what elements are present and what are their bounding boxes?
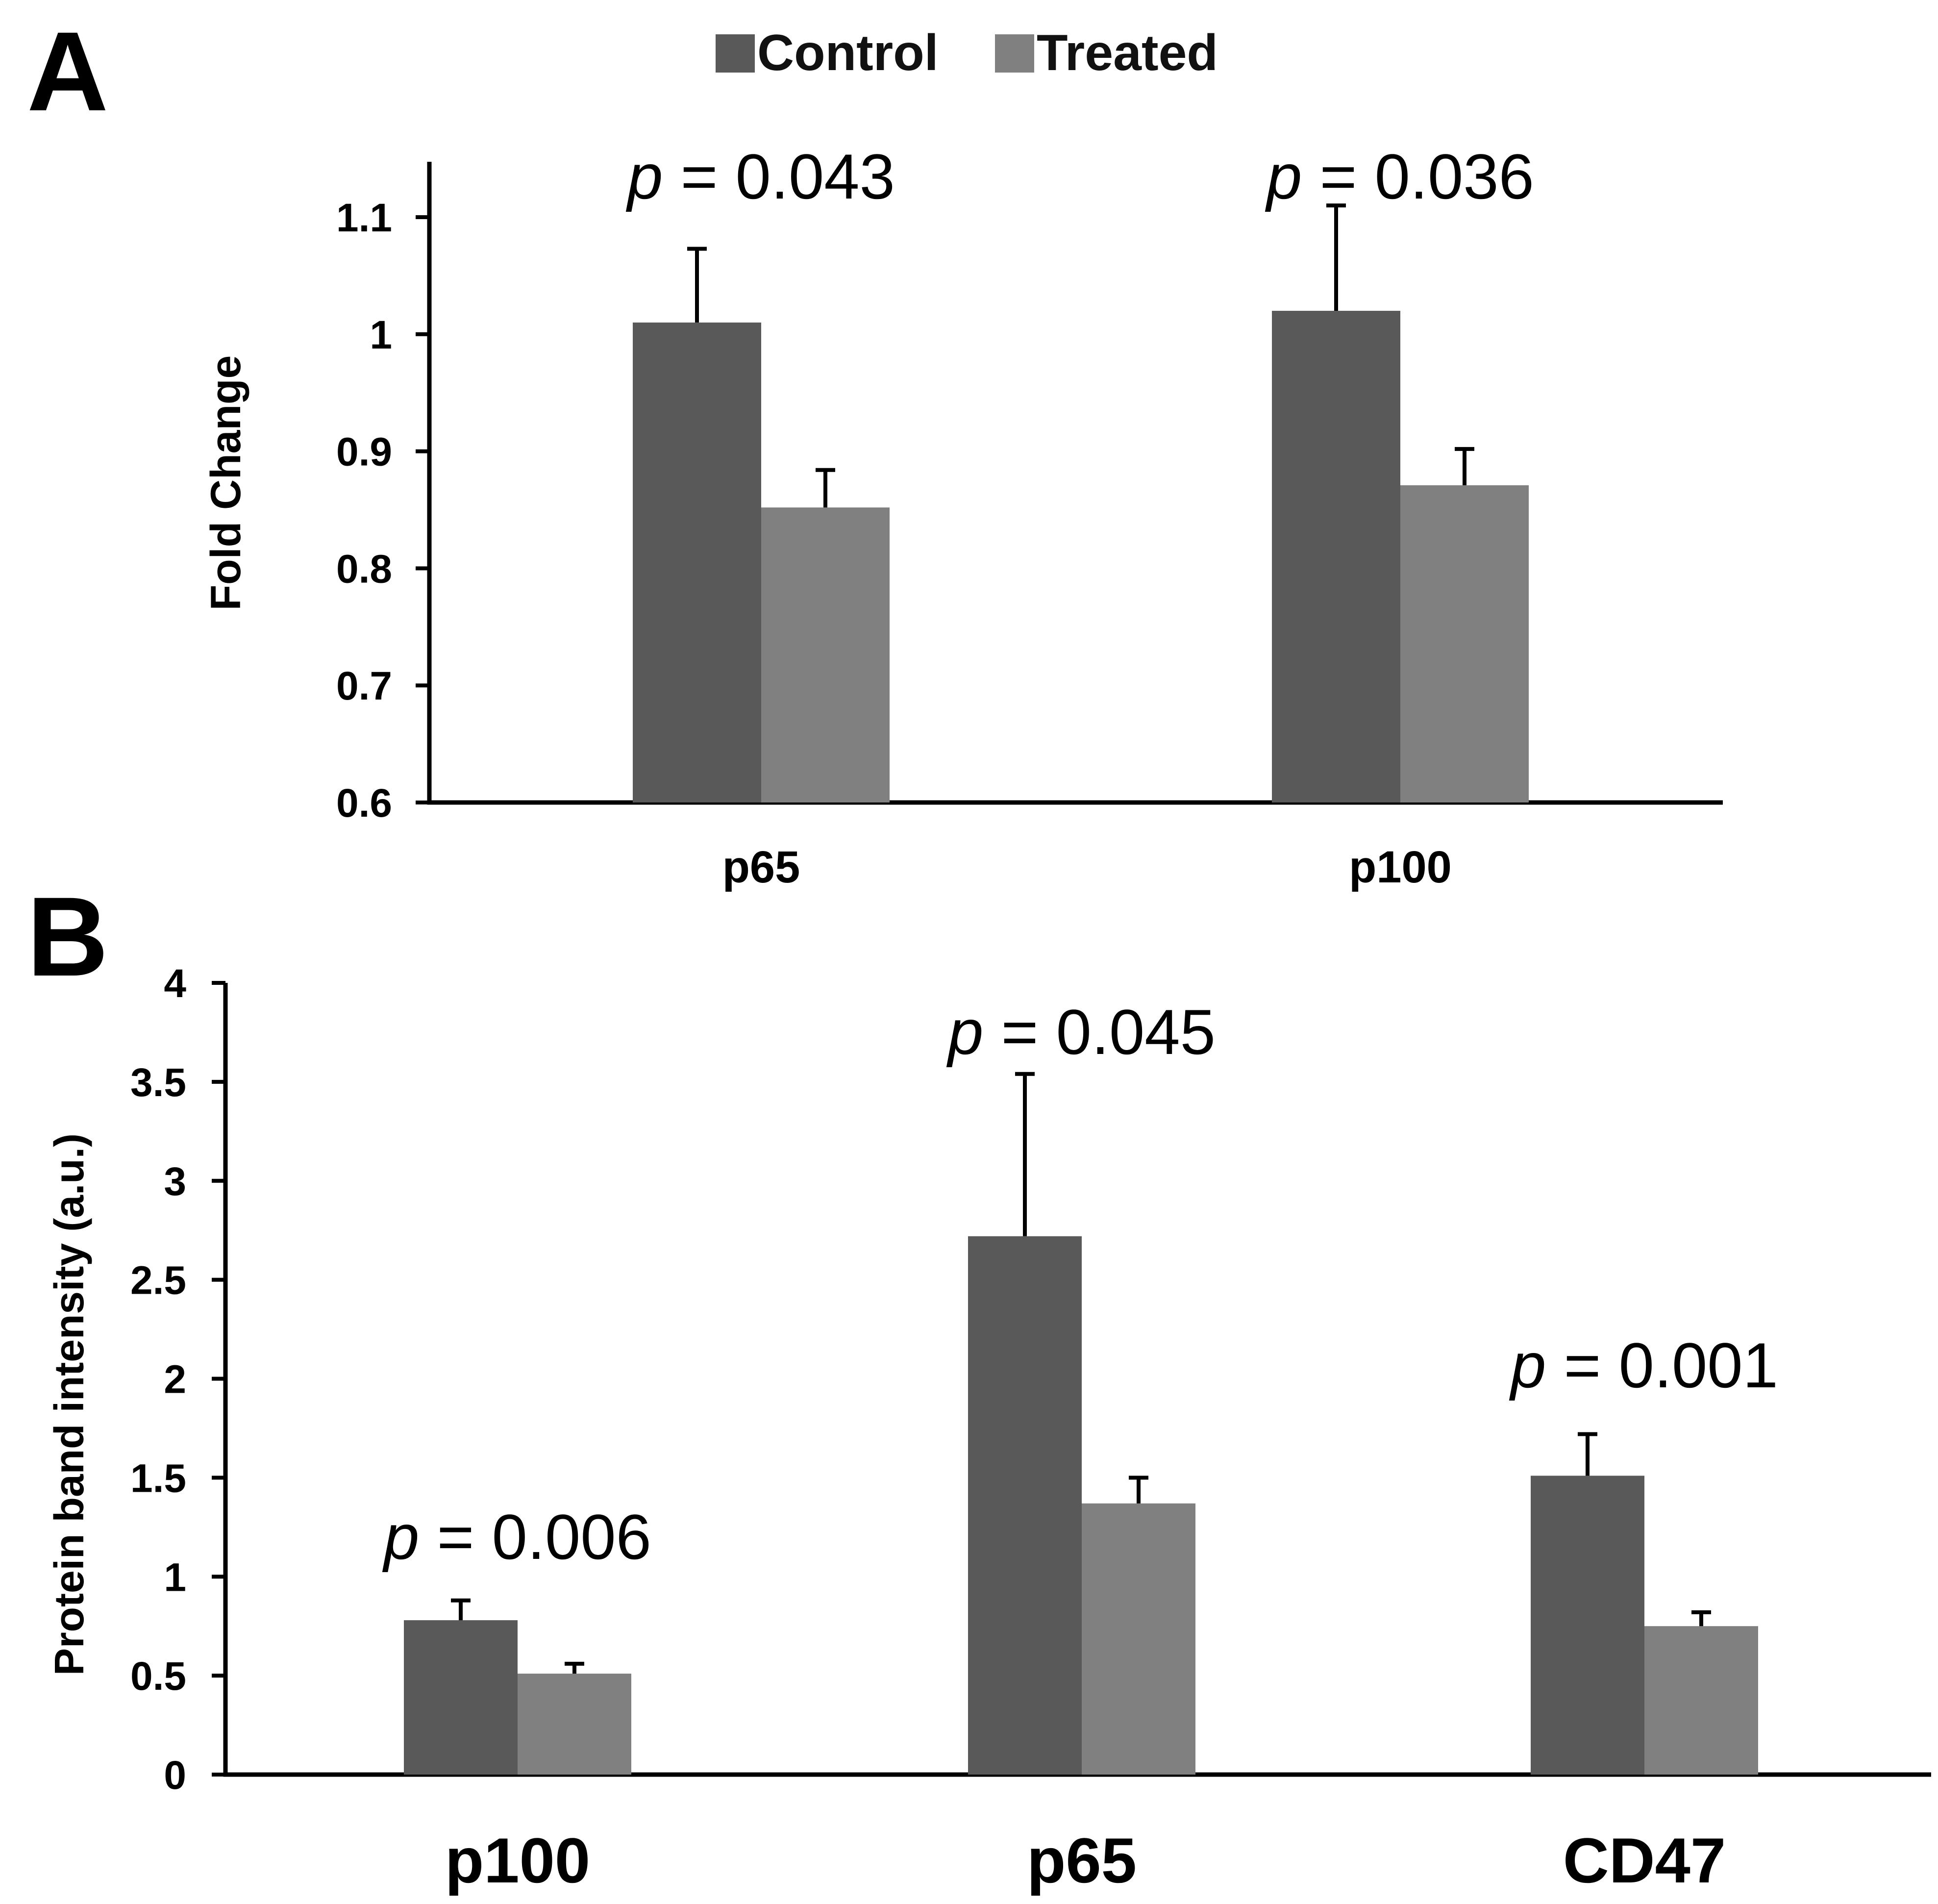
p-value-number: = 0.045 — [983, 996, 1215, 1068]
panel-a-bar-treated-p65 — [761, 507, 890, 802]
panel-b-y-tick-label: 1 — [164, 1555, 186, 1600]
panel-a-y-tick-label: 1.1 — [336, 196, 392, 240]
panel-b-y-tick-label: 1.5 — [130, 1456, 186, 1501]
legend-swatch-control — [716, 34, 755, 73]
panel-b-p-value-annotation: p = 0.006 — [382, 1501, 651, 1573]
panel-b-category-label: p65 — [1027, 1825, 1137, 1896]
panel-a-y-tick-label: 0.7 — [336, 664, 392, 708]
panel-b-y-tick-label: 4 — [164, 961, 186, 1006]
panel-b-bar-treated-p100 — [518, 1674, 631, 1775]
panel-b-y-tick-label: 2.5 — [130, 1258, 186, 1303]
panel-a-category-label: p100 — [1349, 842, 1452, 892]
panel-b-y-tick-label: 3 — [164, 1159, 186, 1204]
panel-letter-b: B — [27, 874, 108, 1000]
panel-a-bar-control-p100 — [1272, 311, 1400, 802]
panel-a-category-label: p65 — [722, 842, 800, 892]
panel-a-p-value-annotation: p = 0.043 — [625, 141, 895, 212]
panel-b-bar-control-p100 — [404, 1620, 518, 1775]
legend-label-treated: Treated — [1037, 25, 1218, 81]
legend-swatch-treated — [995, 34, 1034, 73]
p-value-symbol: p — [946, 996, 983, 1068]
panel-b-y-axis-title: Protein band intensity (a.u.) — [46, 1133, 92, 1676]
p-value-number: = 0.006 — [419, 1501, 651, 1573]
panel-a-bar-control-p65 — [633, 322, 761, 802]
panel-b-bar-treated-cd47 — [1644, 1626, 1758, 1775]
panel-a-y-tick-label: 1 — [370, 313, 392, 357]
panel-a-p-value-annotation: p = 0.036 — [1265, 141, 1534, 212]
panel-b-y-tick-label: 0 — [164, 1753, 186, 1798]
p-value-symbol: p — [382, 1501, 419, 1573]
panel-a-y-tick-label: 0.8 — [336, 547, 392, 591]
panel-a-y-axis-title: Fold Change — [202, 355, 249, 611]
panel-b-category-label: p100 — [445, 1825, 590, 1896]
panel-b-category-label: CD47 — [1563, 1825, 1726, 1896]
p-value-number: = 0.043 — [663, 141, 894, 212]
panel-a-y-tick-label: 0.6 — [336, 781, 392, 826]
legend-label-control: Control — [757, 25, 939, 81]
panel-b-y-tick-label: 2 — [164, 1357, 186, 1402]
panel-a-bar-treated-p100 — [1400, 485, 1529, 802]
p-value-number: = 0.001 — [1546, 1329, 1778, 1401]
p-value-symbol: p — [1265, 141, 1302, 212]
p-value-symbol: p — [1509, 1329, 1546, 1401]
panel-letter-a: A — [27, 8, 108, 134]
p-value-symbol: p — [625, 141, 663, 212]
p-value-number: = 0.036 — [1302, 141, 1534, 212]
panel-b-y-tick-label: 3.5 — [130, 1060, 186, 1105]
panel-a-y-tick-label: 0.9 — [336, 430, 392, 475]
panel-b-p-value-annotation: p = 0.045 — [946, 996, 1216, 1068]
panel-b-bar-control-p65 — [968, 1236, 1082, 1775]
panel-b-bar-control-cd47 — [1531, 1476, 1644, 1775]
legend: Control Treated — [716, 25, 1218, 81]
panel-b-p-value-annotation: p = 0.001 — [1509, 1329, 1778, 1401]
panel-b-y-tick-label: 0.5 — [130, 1654, 186, 1699]
panel-b-bar-treated-p65 — [1082, 1503, 1195, 1775]
